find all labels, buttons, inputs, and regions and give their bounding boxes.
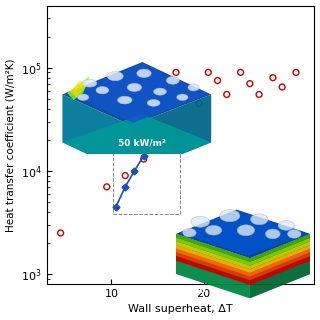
Point bbox=[238, 70, 243, 75]
Polygon shape bbox=[179, 211, 308, 256]
Polygon shape bbox=[176, 241, 250, 269]
Point bbox=[293, 70, 299, 75]
Point bbox=[206, 70, 211, 75]
Ellipse shape bbox=[251, 214, 268, 225]
Point bbox=[129, 133, 134, 138]
Ellipse shape bbox=[137, 69, 151, 77]
Polygon shape bbox=[176, 249, 250, 276]
Polygon shape bbox=[250, 245, 310, 273]
Point bbox=[183, 84, 188, 90]
Ellipse shape bbox=[127, 83, 141, 92]
Y-axis label: Heat transfer coefficient (W/m²K): Heat transfer coefficient (W/m²K) bbox=[5, 58, 16, 232]
Point bbox=[280, 84, 285, 90]
Ellipse shape bbox=[96, 87, 109, 94]
Polygon shape bbox=[250, 241, 310, 269]
Polygon shape bbox=[67, 76, 90, 100]
Polygon shape bbox=[250, 256, 310, 285]
Point bbox=[141, 156, 146, 162]
Polygon shape bbox=[250, 234, 310, 262]
Ellipse shape bbox=[265, 229, 280, 239]
Point bbox=[224, 92, 229, 97]
Polygon shape bbox=[62, 94, 131, 175]
Ellipse shape bbox=[166, 76, 179, 84]
Ellipse shape bbox=[118, 96, 132, 104]
Ellipse shape bbox=[191, 216, 210, 227]
Point bbox=[160, 92, 165, 97]
Ellipse shape bbox=[278, 220, 294, 230]
Point bbox=[247, 81, 252, 86]
Polygon shape bbox=[176, 245, 250, 273]
Point bbox=[104, 184, 109, 189]
Text: 50 kW/m²: 50 kW/m² bbox=[118, 139, 166, 148]
X-axis label: Wall superheat, ΔT: Wall superheat, ΔT bbox=[128, 304, 233, 315]
Polygon shape bbox=[62, 114, 211, 175]
Point bbox=[111, 142, 116, 147]
Point bbox=[257, 92, 262, 97]
Text: 150: 150 bbox=[187, 286, 205, 295]
Polygon shape bbox=[176, 237, 250, 266]
Polygon shape bbox=[176, 210, 310, 258]
Polygon shape bbox=[250, 234, 310, 298]
Point bbox=[173, 70, 179, 75]
Polygon shape bbox=[250, 237, 310, 266]
Polygon shape bbox=[250, 249, 310, 276]
Polygon shape bbox=[131, 94, 211, 175]
Polygon shape bbox=[250, 252, 310, 280]
Ellipse shape bbox=[220, 210, 240, 222]
Ellipse shape bbox=[237, 225, 255, 236]
Ellipse shape bbox=[83, 79, 97, 87]
Ellipse shape bbox=[147, 100, 160, 106]
Point bbox=[58, 230, 63, 236]
Ellipse shape bbox=[183, 228, 196, 237]
Point bbox=[123, 173, 128, 178]
Polygon shape bbox=[66, 63, 208, 123]
Point bbox=[150, 81, 156, 86]
Ellipse shape bbox=[205, 225, 222, 235]
Polygon shape bbox=[176, 252, 250, 280]
Polygon shape bbox=[62, 62, 211, 125]
Polygon shape bbox=[176, 234, 250, 262]
Polygon shape bbox=[70, 80, 86, 97]
Ellipse shape bbox=[188, 84, 199, 91]
Point bbox=[196, 101, 202, 106]
Ellipse shape bbox=[154, 88, 166, 95]
Polygon shape bbox=[176, 234, 250, 298]
Ellipse shape bbox=[288, 230, 301, 238]
Point bbox=[270, 75, 276, 80]
Ellipse shape bbox=[107, 72, 123, 81]
Point bbox=[215, 78, 220, 83]
Polygon shape bbox=[176, 256, 250, 285]
Ellipse shape bbox=[177, 94, 188, 100]
Bar bbox=[113, 134, 180, 214]
Ellipse shape bbox=[78, 94, 89, 100]
